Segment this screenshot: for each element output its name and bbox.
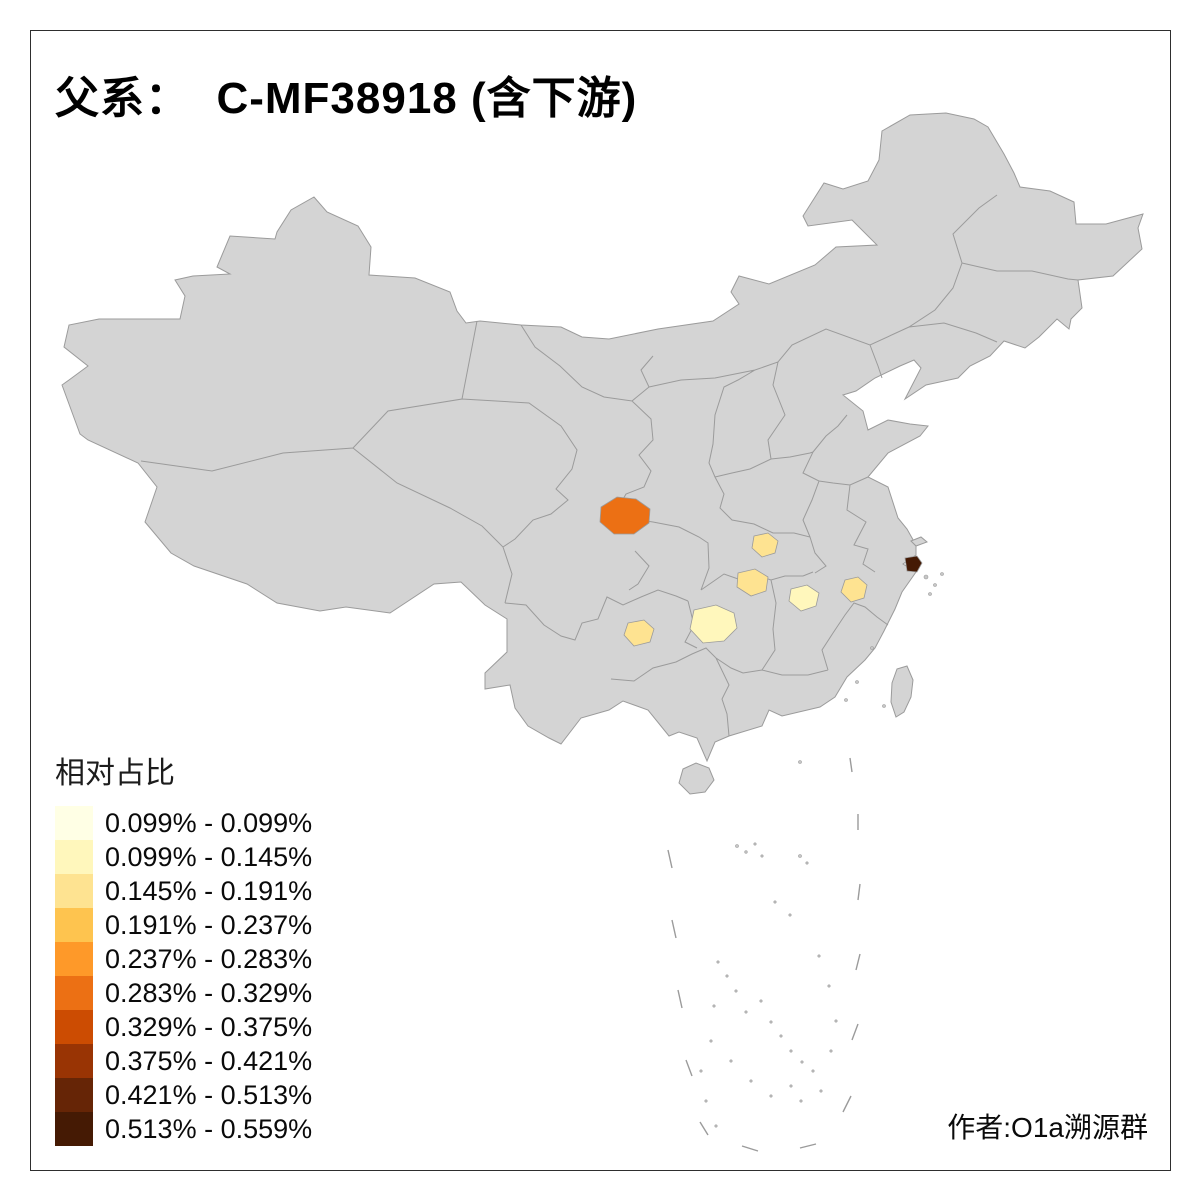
- legend-item: 0.283% - 0.329%: [55, 976, 312, 1010]
- map-region-anhui-south: [840, 576, 868, 603]
- legend-item: 0.099% - 0.145%: [55, 840, 312, 874]
- legend-label: 0.283% - 0.329%: [105, 977, 313, 1008]
- legend-label: 0.237% - 0.283%: [105, 943, 313, 974]
- legend-label: 0.513% - 0.559%: [105, 1113, 313, 1144]
- legend-item: 0.513% - 0.559%: [55, 1112, 312, 1146]
- legend-item: 0.237% - 0.283%: [55, 942, 312, 976]
- taiwan-island: [890, 665, 914, 718]
- legend-swatch: [55, 806, 93, 840]
- legend-swatch: [55, 874, 93, 908]
- legend-item: 0.191% - 0.237%: [55, 908, 312, 942]
- legend-label: 0.145% - 0.191%: [105, 875, 313, 906]
- legend-swatch: [55, 942, 93, 976]
- map-region-guizhou-north: [689, 604, 738, 644]
- attribution-text: 作者:O1a溯源群: [947, 1112, 1148, 1143]
- sea-boundary-dashes: [667, 757, 861, 1152]
- legend-item: 0.099% - 0.099%: [55, 806, 312, 840]
- legend-item: 0.375% - 0.421%: [55, 1044, 312, 1078]
- legend-swatch: [55, 908, 93, 942]
- province-borders: [140, 194, 1079, 737]
- legend-label: 0.191% - 0.237%: [105, 909, 313, 940]
- page-title: 父系： C-MF38918 (含下游): [55, 74, 638, 123]
- chongming-island: [910, 536, 928, 547]
- legend-title: 相对占比: [55, 757, 175, 790]
- legend-label: 0.099% - 0.145%: [105, 841, 313, 872]
- legend-item: 0.145% - 0.191%: [55, 874, 312, 908]
- legend-swatch: [55, 1078, 93, 1112]
- map-region-sichuan-south: [623, 619, 655, 647]
- legend-swatch: [55, 1044, 93, 1078]
- legend: 相对占比 0.099% - 0.099% 0.099% - 0.145% 0.1…: [55, 748, 312, 1146]
- legend-swatch: [55, 1112, 93, 1146]
- legend-label: 0.099% - 0.099%: [105, 807, 313, 838]
- legend-label: 0.421% - 0.513%: [105, 1079, 313, 1110]
- china-mainland: [61, 112, 1144, 763]
- map-region-shanghai: [904, 555, 923, 573]
- legend-label: 0.375% - 0.421%: [105, 1045, 313, 1076]
- legend-swatch: [55, 1010, 93, 1044]
- hainan-island: [678, 762, 715, 795]
- legend-swatch: [55, 840, 93, 874]
- legend-swatch: [55, 976, 93, 1010]
- legend-item: 0.329% - 0.375%: [55, 1010, 312, 1044]
- map-region-hubei-north: [751, 532, 779, 558]
- legend-label: 0.329% - 0.375%: [105, 1011, 313, 1042]
- legend-item: 0.421% - 0.513%: [55, 1078, 312, 1112]
- map-region-hubei-east: [788, 584, 820, 612]
- map-region-gansu-south: [599, 496, 651, 535]
- sea-islands: [699, 572, 944, 1128]
- map-region-hunan-north: [736, 568, 769, 597]
